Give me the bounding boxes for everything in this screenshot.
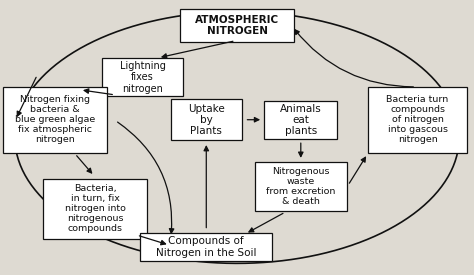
Text: Compounds of
Nitrogen in the Soil: Compounds of Nitrogen in the Soil bbox=[156, 236, 256, 258]
Text: Animals
eat
plants: Animals eat plants bbox=[280, 103, 322, 136]
Text: Nitrogen fixing
bacteria &
blue green algae
fix atmospheric
nitrogen: Nitrogen fixing bacteria & blue green al… bbox=[15, 95, 95, 144]
Text: Lightning
fixes
nitrogen: Lightning fixes nitrogen bbox=[119, 61, 165, 94]
Text: Nitrogenous
waste
from excretion
& death: Nitrogenous waste from excretion & death bbox=[266, 167, 336, 206]
FancyBboxPatch shape bbox=[43, 178, 147, 239]
FancyBboxPatch shape bbox=[368, 87, 467, 153]
FancyBboxPatch shape bbox=[264, 101, 337, 139]
Text: Bacteria turn
compounds
of nitrogen
into gascous
nitrogen: Bacteria turn compounds of nitrogen into… bbox=[386, 95, 449, 144]
Text: Uptake
by
Plants: Uptake by Plants bbox=[188, 103, 225, 136]
Text: Bacteria,
in turn, fix
nitrogen into
nitrogenous
compounds: Bacteria, in turn, fix nitrogen into nit… bbox=[65, 184, 126, 233]
FancyBboxPatch shape bbox=[171, 99, 242, 140]
Text: ATMOSPHERIC
NITROGEN: ATMOSPHERIC NITROGEN bbox=[195, 15, 279, 36]
FancyBboxPatch shape bbox=[140, 233, 273, 261]
FancyBboxPatch shape bbox=[102, 58, 182, 97]
FancyBboxPatch shape bbox=[180, 9, 294, 42]
FancyBboxPatch shape bbox=[3, 87, 107, 153]
FancyBboxPatch shape bbox=[255, 162, 347, 211]
